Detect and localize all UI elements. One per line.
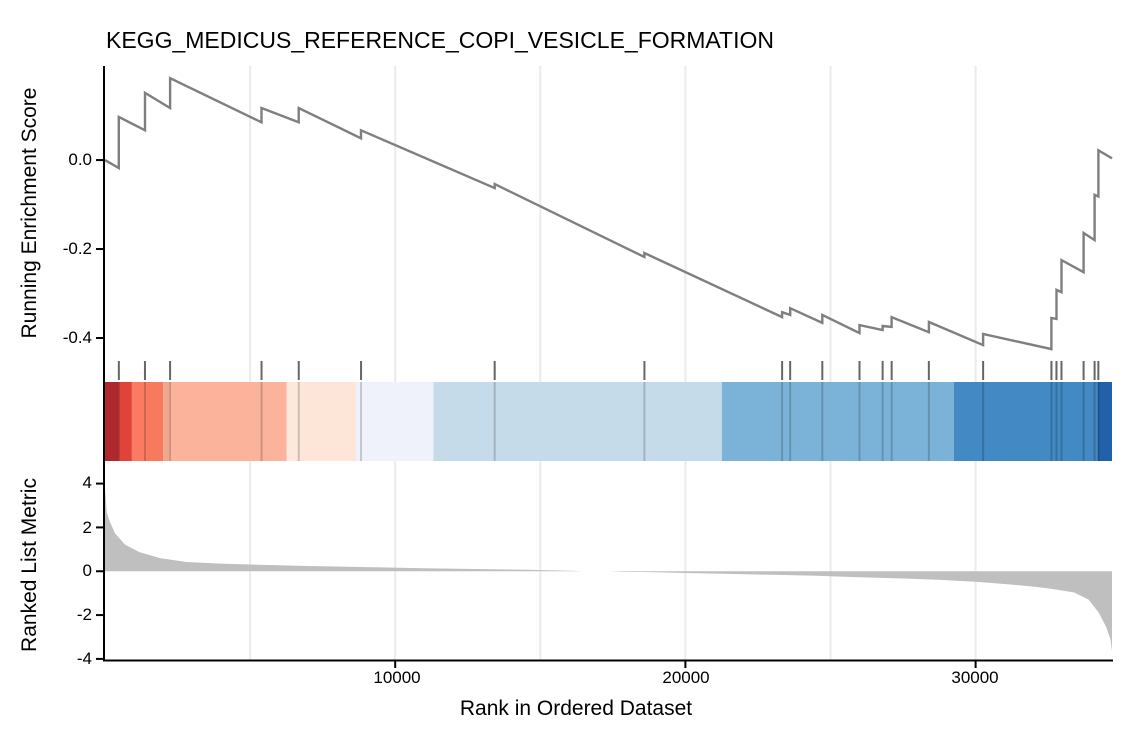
es-tick-label-0: 0.0 [68,150,92,169]
band-hit-line [982,382,985,461]
band-hit-line [493,382,496,461]
band-hit-line [821,382,824,461]
es-tick-label-1: -0.2 [62,239,92,258]
x-tick-label-0: 10000 [373,668,421,687]
band-hit-line [858,382,861,461]
x-axis-title: Rank in Ordered Dataset [459,697,693,720]
band-hit-line [890,382,893,461]
band-hit-line [169,382,172,461]
band-segment [105,382,119,461]
band-hit-line [117,382,120,461]
band-segment [118,382,132,461]
band-hit-line [789,382,792,461]
band-hit-line [643,382,646,461]
x-tick-label-1: 20000 [662,668,710,687]
metric-area [105,488,1112,652]
metric-tick-label-0: 4 [82,473,92,492]
band-hit-line [1060,382,1063,461]
band-hit-line [781,382,784,461]
band-segment [953,382,1098,461]
metric-tick-label-3: -2 [76,605,92,624]
metric-tick-label-2: 0 [82,561,92,580]
x-tick-label-2: 30000 [951,668,999,687]
band-hit-line [143,382,146,461]
band-segment [286,382,298,461]
band-segment [163,382,170,461]
band-segment [721,382,954,461]
band-hit-line [1097,382,1100,461]
band-segment [356,382,434,461]
metric-tick-label-4: -4 [76,649,92,668]
band-hit-line [881,382,884,461]
band-segment [1097,382,1112,461]
band-segment [131,382,147,461]
band-hit-line [297,382,300,461]
band-hit-line [1093,382,1096,461]
band-hit-line [1050,382,1053,461]
band-hit-line [260,382,263,461]
es-tick-label-2: -0.4 [62,328,92,347]
band-segment [146,382,164,461]
band-hit-line [1082,382,1085,461]
band-segment [297,382,357,461]
band-hit-line [927,382,930,461]
band-segment [433,382,722,461]
es-axis-title: Running Enrichment Score [18,87,41,339]
band-hit-line [360,382,363,461]
band-segment [169,382,287,461]
es-curve [104,76,1113,351]
metric-tick-label-1: 2 [82,518,92,537]
plot-title: KEGG_MEDICUS_REFERENCE_COPI_VESICLE_FORM… [106,27,774,53]
band-hit-line [1055,382,1058,461]
